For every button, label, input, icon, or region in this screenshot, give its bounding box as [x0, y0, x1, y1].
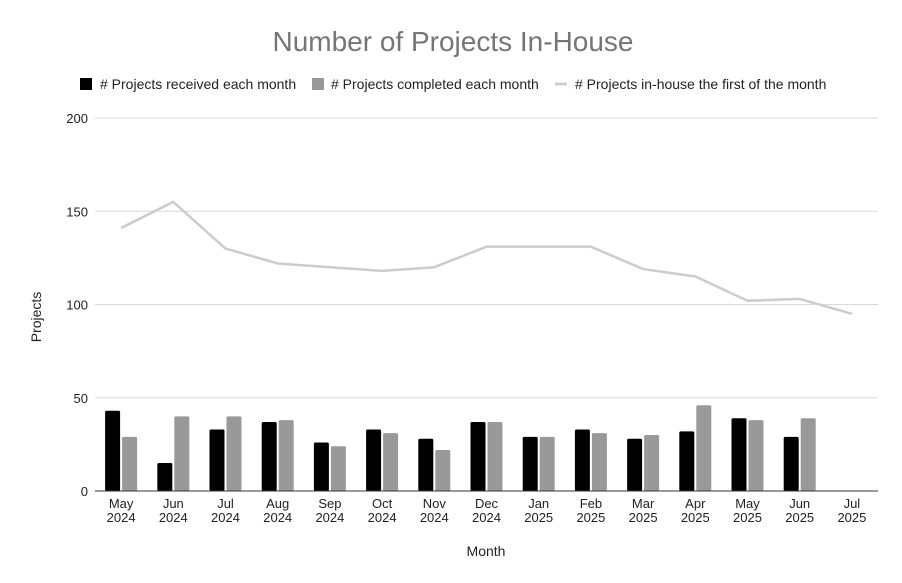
y-tick-label: 200	[66, 111, 88, 126]
bar-received	[105, 410, 121, 491]
bar-completed	[278, 420, 294, 491]
x-tick-month: Jan	[528, 496, 549, 511]
x-tick-month: May	[109, 496, 134, 511]
x-tick-month: Feb	[580, 496, 602, 511]
x-tick-year: 2024	[211, 510, 240, 525]
bar-received	[783, 436, 799, 491]
bar-series	[105, 405, 816, 491]
bar-received	[157, 463, 173, 491]
x-tick-year: 2024	[159, 510, 188, 525]
x-tick-month: Jul	[217, 496, 234, 511]
x-tick-month: Apr	[685, 496, 706, 511]
legend: # Projects received each month # Project…	[80, 76, 826, 92]
y-tick-label: 50	[74, 391, 88, 406]
bar-completed	[174, 416, 190, 491]
y-tick-label: 100	[66, 298, 88, 313]
bar-completed	[748, 420, 764, 491]
bar-received	[522, 436, 538, 491]
bar-completed	[383, 433, 399, 491]
legend-label-received: # Projects received each month	[100, 76, 296, 92]
x-tick-month: Aug	[266, 496, 289, 511]
y-tick-label: 150	[66, 204, 88, 219]
bar-received	[470, 421, 486, 491]
x-tick-year: 2025	[576, 510, 605, 525]
bar-received	[731, 418, 747, 491]
x-tick-month: Oct	[372, 496, 393, 511]
x-tick-month: Sep	[318, 496, 341, 511]
x-tick-year: 2024	[472, 510, 501, 525]
x-tick-year: 2025	[524, 510, 553, 525]
chart-title: Number of Projects In-House	[272, 26, 633, 57]
x-tick-year: 2025	[629, 510, 658, 525]
x-tick-month: Jun	[789, 496, 810, 511]
y-tick-label: 0	[81, 484, 88, 499]
bar-received	[679, 431, 695, 491]
x-tick-month: May	[735, 496, 760, 511]
bar-completed	[591, 433, 607, 491]
x-tick-month: Mar	[632, 496, 655, 511]
legend-label-in-house: # Projects in-house the first of the mon…	[575, 76, 826, 92]
legend-swatch-received	[80, 78, 92, 90]
bar-received	[418, 438, 434, 491]
bar-completed	[435, 449, 451, 491]
x-tick-month: Jun	[163, 496, 184, 511]
bar-completed	[330, 446, 346, 491]
x-axis-ticks: May2024Jun2024Jul2024Aug2024Sep2024Oct20…	[107, 496, 867, 525]
x-tick-month: Jul	[844, 496, 861, 511]
bar-received	[313, 442, 329, 491]
x-tick-year: 2024	[368, 510, 397, 525]
x-axis-title: Month	[467, 543, 506, 559]
bar-completed	[644, 435, 660, 491]
bar-completed	[800, 418, 816, 491]
x-tick-year: 2025	[681, 510, 710, 525]
x-tick-month: Nov	[423, 496, 447, 511]
y-axis-ticks: 0 50 100 150 200	[66, 111, 88, 499]
bar-completed	[539, 436, 555, 491]
bar-completed	[226, 416, 242, 491]
legend-swatch-completed	[312, 78, 324, 90]
legend-label-completed: # Projects completed each month	[331, 76, 539, 92]
bar-received	[209, 429, 225, 491]
bar-received	[574, 429, 590, 491]
x-tick-year: 2024	[263, 510, 292, 525]
bar-received	[261, 421, 277, 491]
y-axis-title: Projects	[28, 292, 44, 343]
x-tick-year: 2024	[315, 510, 344, 525]
bar-completed	[487, 421, 503, 491]
line-in-house	[120, 200, 853, 316]
x-tick-year: 2025	[733, 510, 762, 525]
line-series	[120, 200, 853, 316]
bar-received	[627, 438, 643, 491]
bar-received	[366, 429, 382, 491]
x-tick-year: 2025	[785, 510, 814, 525]
gridlines	[95, 117, 878, 399]
x-tick-year: 2024	[107, 510, 136, 525]
x-tick-year: 2025	[837, 510, 866, 525]
bar-completed	[696, 405, 712, 491]
x-tick-year: 2024	[420, 510, 449, 525]
bar-completed	[122, 436, 138, 491]
x-tick-month: Dec	[475, 496, 499, 511]
